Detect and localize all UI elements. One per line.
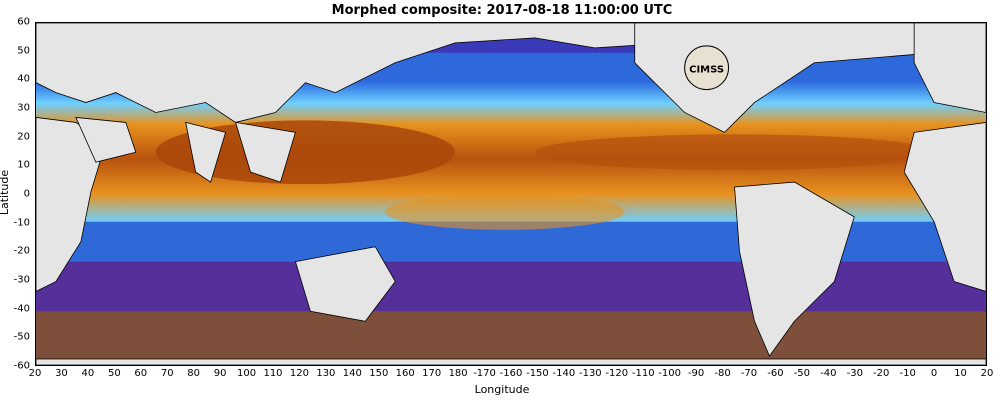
y-tick-label: -50 xyxy=(13,331,30,343)
se-asia xyxy=(235,121,296,183)
x-tick-label: 50 xyxy=(107,368,121,379)
x-tick-label: 20 xyxy=(28,368,42,379)
itcz-east xyxy=(534,134,935,171)
antarctica xyxy=(36,358,986,365)
x-tick-label: -30 xyxy=(846,368,863,379)
x-tick-label: 170 xyxy=(422,368,442,379)
x-tick-label: -60 xyxy=(767,368,784,379)
x-tick-label: 120 xyxy=(289,368,309,379)
x-tick-label: -130 xyxy=(578,368,602,379)
y-tick-label: 20 xyxy=(17,131,30,143)
x-tick-label: 80 xyxy=(187,368,201,379)
x-tick-label: -150 xyxy=(526,368,549,379)
x-tick-label: -50 xyxy=(793,368,811,379)
x-axis-label: Longitude xyxy=(474,383,530,396)
x-tick-label: -120 xyxy=(605,368,629,379)
spcz xyxy=(385,194,625,230)
x-tick-label: -20 xyxy=(873,368,890,379)
eurasia xyxy=(36,23,686,123)
y-tick-label: -40 xyxy=(13,303,30,315)
africa-east xyxy=(903,122,986,292)
x-tick-label: 70 xyxy=(160,368,174,379)
land-masses xyxy=(36,23,986,365)
y-tick-label: -60 xyxy=(13,360,30,372)
map-plot-area: CIMSS xyxy=(35,22,987,366)
x-tick-label: 180 xyxy=(448,368,468,379)
x-tick-label: -80 xyxy=(714,368,731,379)
x-tick-label: -70 xyxy=(740,368,758,379)
x-tick-label: 20 xyxy=(980,368,994,379)
y-axis-ticks: 60 50 40 30 20 10 0 -10 -20 -30 -40 -50 -60 xyxy=(0,17,33,372)
y-tick-label: 50 xyxy=(17,45,30,57)
y-tick-label: -20 xyxy=(13,245,30,257)
x-tick-label: 130 xyxy=(316,368,336,379)
india xyxy=(185,121,227,183)
x-tick-label: 60 xyxy=(134,368,148,379)
y-tick-label: 40 xyxy=(17,73,30,85)
x-tick-label: 40 xyxy=(81,368,95,379)
x-tick-label: 90 xyxy=(213,368,227,379)
arabia xyxy=(75,116,137,163)
y-tick-label: -30 xyxy=(13,274,30,286)
y-tick-label: 30 xyxy=(17,102,30,114)
logo-disc xyxy=(684,45,730,91)
x-tick-label: 140 xyxy=(342,368,362,379)
x-tick-label: -170 xyxy=(473,368,496,379)
x-tick-label: 30 xyxy=(55,368,68,379)
x-axis-ticks: 20 30 40 50 60 70 80 90 100 110 120 130 140 150 160 170… xyxy=(29,368,994,382)
x-tick-label: 100 xyxy=(237,368,257,379)
x-tick-label: -40 xyxy=(820,368,837,379)
x-tick-label: -160 xyxy=(499,368,523,379)
cimss-logo: CIMSS xyxy=(684,45,730,91)
australia xyxy=(294,246,396,322)
x-tick-label: -140 xyxy=(552,368,576,379)
y-tick-label: 0 xyxy=(23,188,30,200)
x-tick-label: -90 xyxy=(687,368,705,379)
y-tick-label: 60 xyxy=(17,16,30,28)
x-tick-label: 10 xyxy=(954,368,967,379)
x-tick-label: -100 xyxy=(658,368,682,379)
south-polar-band xyxy=(36,311,986,365)
x-tick-label: -10 xyxy=(899,368,916,379)
map-title: Morphed composite: 2017-08-18 11:00:00 U… xyxy=(331,3,673,18)
x-tick-label: 150 xyxy=(369,368,389,379)
logo-text: CIMSS xyxy=(689,65,724,76)
x-tick-label: -110 xyxy=(631,368,655,379)
y-tick-label: 10 xyxy=(17,159,30,171)
x-tick-label: 110 xyxy=(263,368,283,379)
x-tick-label: 0 xyxy=(930,368,938,379)
warm-pool xyxy=(155,120,456,185)
europe-east xyxy=(913,23,986,113)
x-tick-label: 160 xyxy=(395,368,415,379)
map-svg: CIMSS xyxy=(36,23,986,365)
south-america xyxy=(734,181,855,357)
y-tick-label: -10 xyxy=(13,217,30,229)
